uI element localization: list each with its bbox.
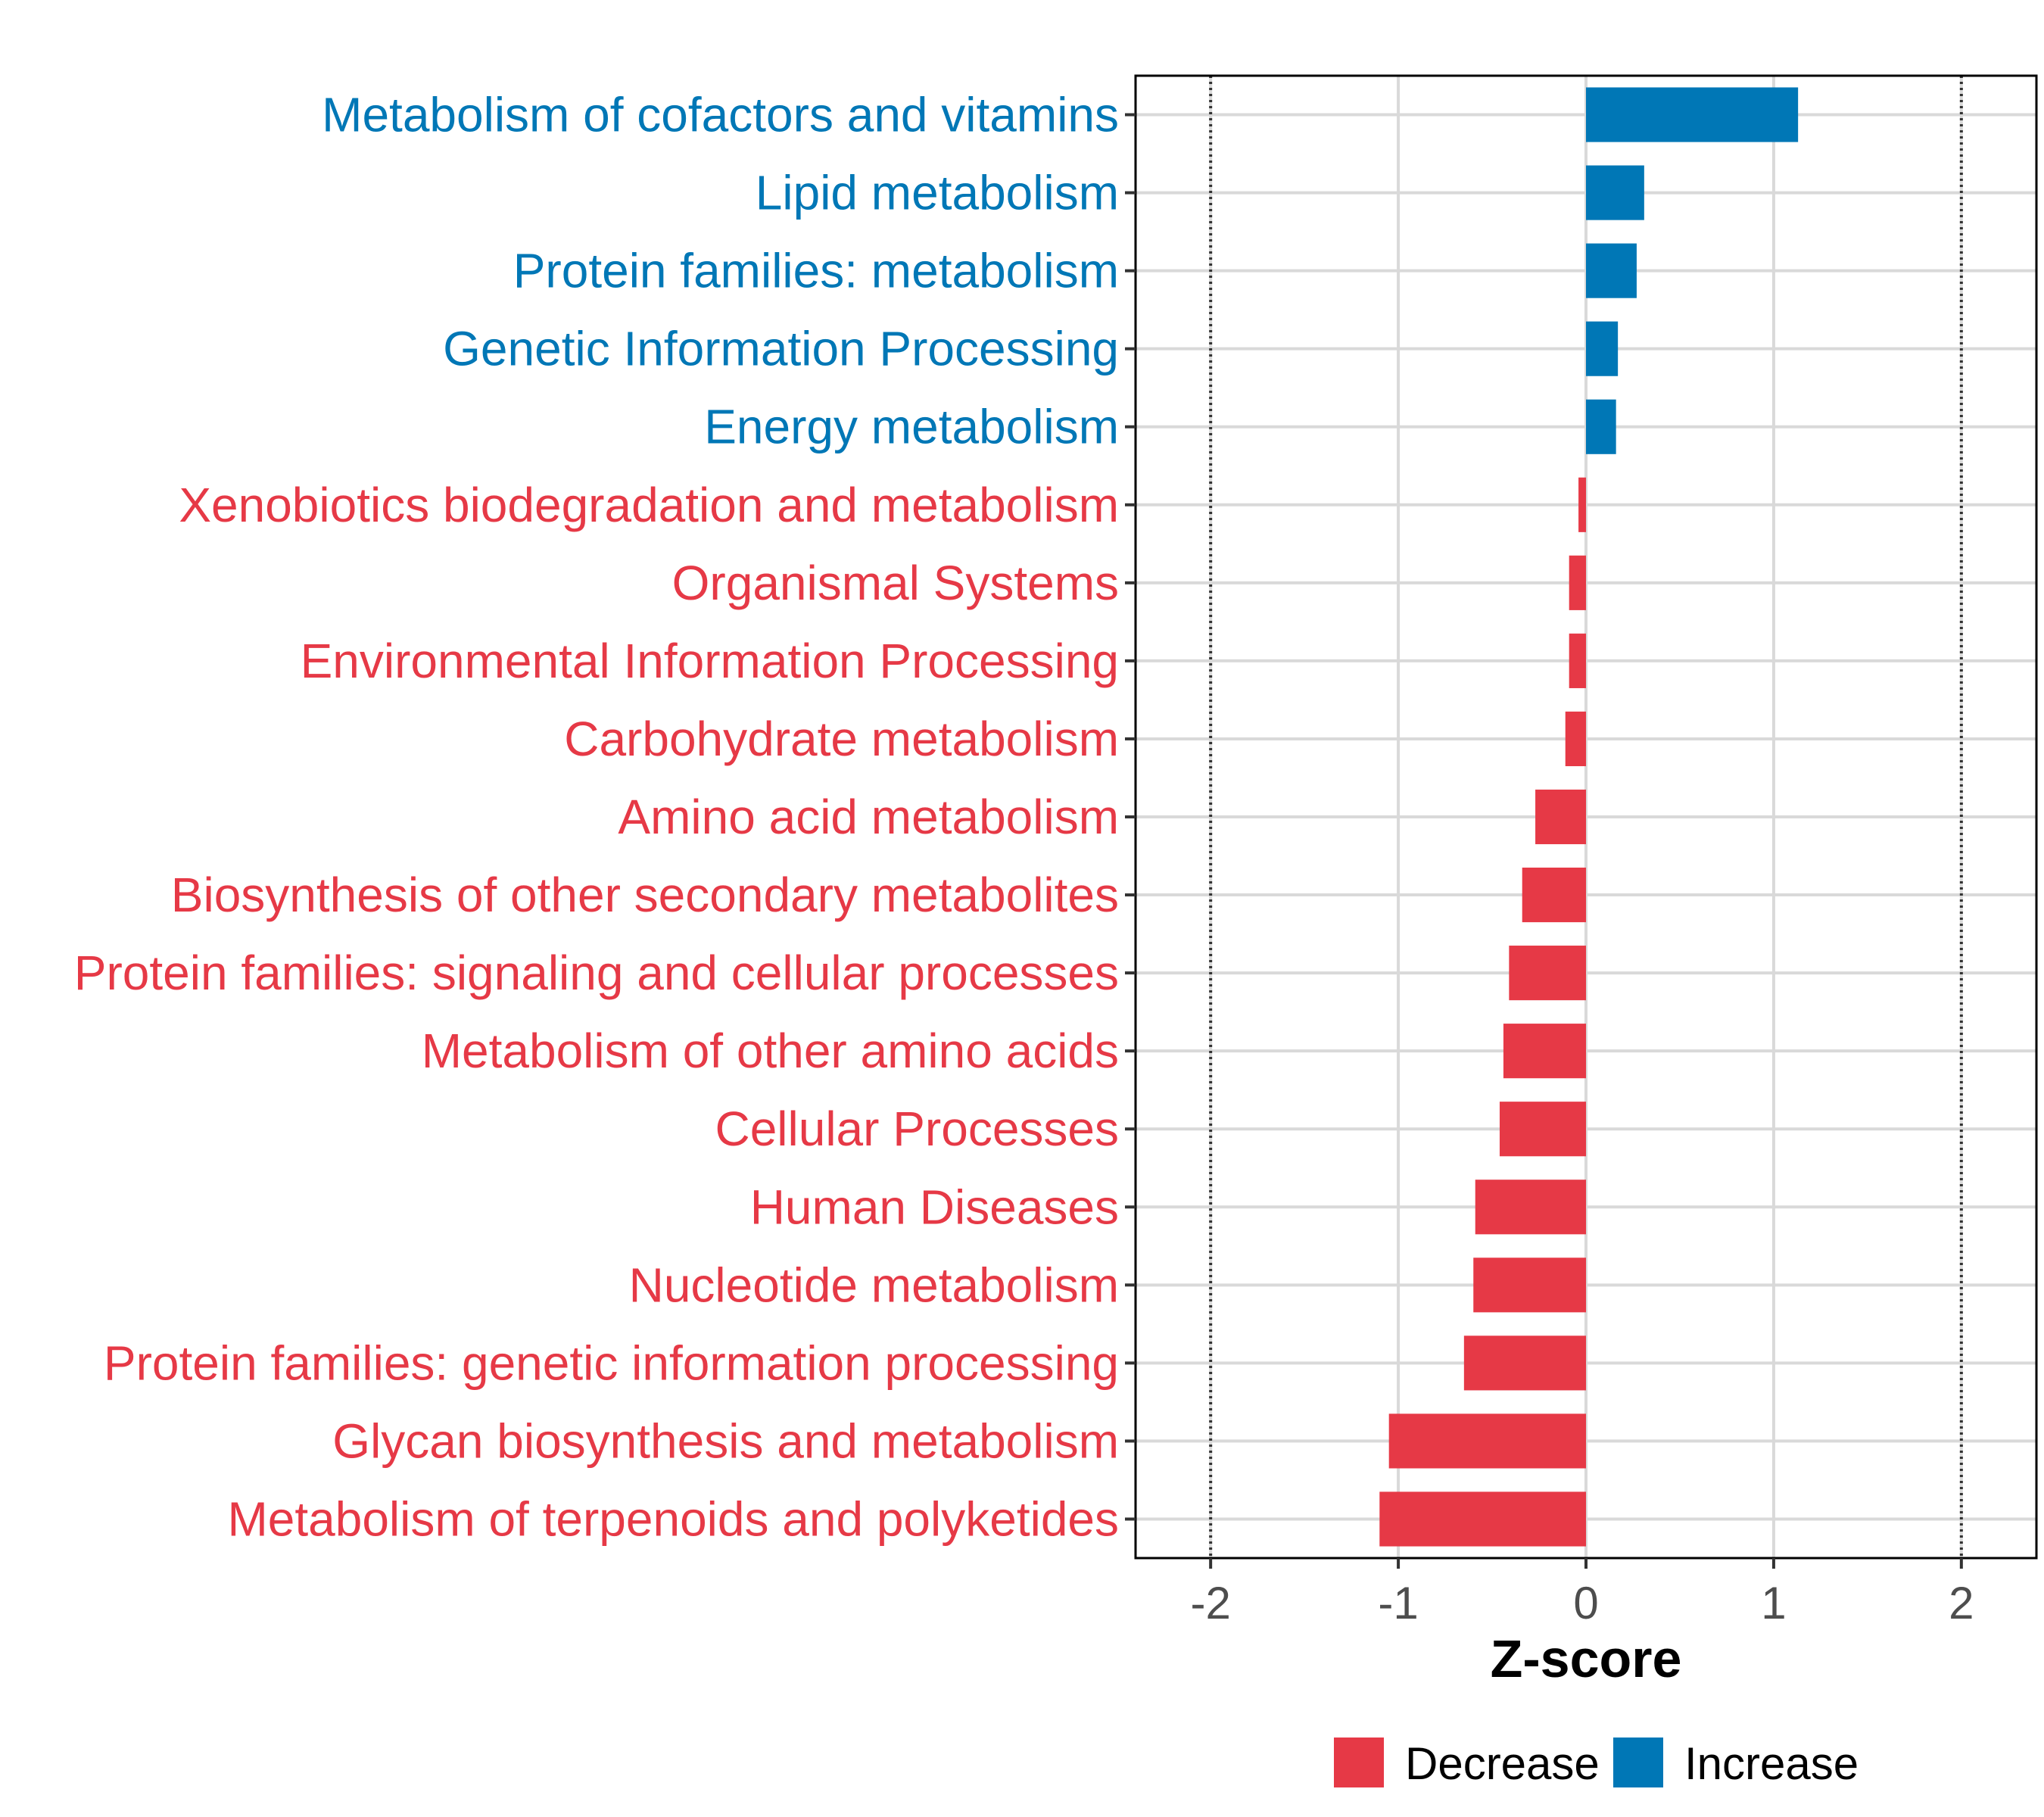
- y-axis: Metabolism of cofactors and vitamins Lipi…: [74, 88, 1136, 1546]
- bar: [1578, 477, 1586, 532]
- x-tick-label: 1: [1761, 1578, 1786, 1628]
- x-axis-title: Z-score: [1491, 1629, 1682, 1688]
- y-tick-label: Cellular Processes: [715, 1102, 1119, 1156]
- y-tick-label: Carbohydrate metabolism: [564, 712, 1119, 766]
- bar: [1569, 555, 1586, 610]
- y-tick-label: Organismal Systems: [672, 556, 1119, 610]
- y-tick-label: Protein families: metabolism: [513, 244, 1119, 298]
- x-tick-label: 2: [1949, 1578, 1974, 1628]
- y-tick-label: Environmental Information Processing: [301, 634, 1119, 688]
- bar: [1586, 87, 1799, 142]
- y-tick-label: Xenobiotics biodegradation and metabolis…: [179, 478, 1119, 532]
- y-tick-label: Amino acid metabolism: [618, 790, 1119, 844]
- x-axis: -2 -1 0 1 2: [1190, 1558, 1974, 1628]
- bar: [1475, 1180, 1586, 1235]
- x-tick-label: 0: [1573, 1578, 1598, 1628]
- y-tick-label: Metabolism of other amino acids: [422, 1024, 1119, 1078]
- y-tick-label: Metabolism of cofactors and vitamins: [322, 88, 1119, 142]
- x-tick-label: -1: [1378, 1578, 1418, 1628]
- bar: [1586, 321, 1619, 376]
- y-tick-label: Nucleotide metabolism: [629, 1258, 1119, 1312]
- bar: [1499, 1102, 1586, 1157]
- y-tick-label: Protein families: signaling and cellular…: [74, 946, 1119, 1000]
- bar: [1586, 243, 1637, 298]
- bar: [1586, 399, 1616, 454]
- bar: [1586, 165, 1644, 220]
- y-tick-label: Glycan biosynthesis and metabolism: [332, 1413, 1119, 1468]
- y-tick-label: Metabolism of terpenoids and polyketides: [227, 1491, 1119, 1546]
- y-tick-label: Biosynthesis of other secondary metaboli…: [171, 868, 1119, 922]
- bar: [1388, 1413, 1586, 1469]
- legend-swatch: [1334, 1738, 1384, 1787]
- x-tick-label: -2: [1190, 1578, 1230, 1628]
- bars: [1379, 87, 1799, 1547]
- bar: [1569, 633, 1586, 688]
- bar: [1535, 789, 1586, 845]
- bar: [1565, 711, 1586, 767]
- y-tick-label: Genetic Information Processing: [443, 322, 1119, 376]
- legend: Decrease Increase: [1334, 1738, 1859, 1789]
- legend-swatch: [1613, 1738, 1663, 1787]
- bar: [1379, 1491, 1586, 1547]
- y-tick-label: Human Diseases: [750, 1180, 1119, 1234]
- bar: [1473, 1258, 1586, 1313]
- legend-label: Decrease: [1405, 1738, 1600, 1789]
- bar: [1509, 946, 1586, 1001]
- legend-label: Increase: [1684, 1738, 1859, 1789]
- y-tick-label: Protein families: genetic information pr…: [104, 1335, 1119, 1390]
- bar: [1522, 867, 1586, 923]
- y-tick-label: Lipid metabolism: [756, 166, 1119, 220]
- y-tick-label: Energy metabolism: [704, 400, 1119, 454]
- bar: [1503, 1024, 1586, 1079]
- bar: [1463, 1335, 1586, 1391]
